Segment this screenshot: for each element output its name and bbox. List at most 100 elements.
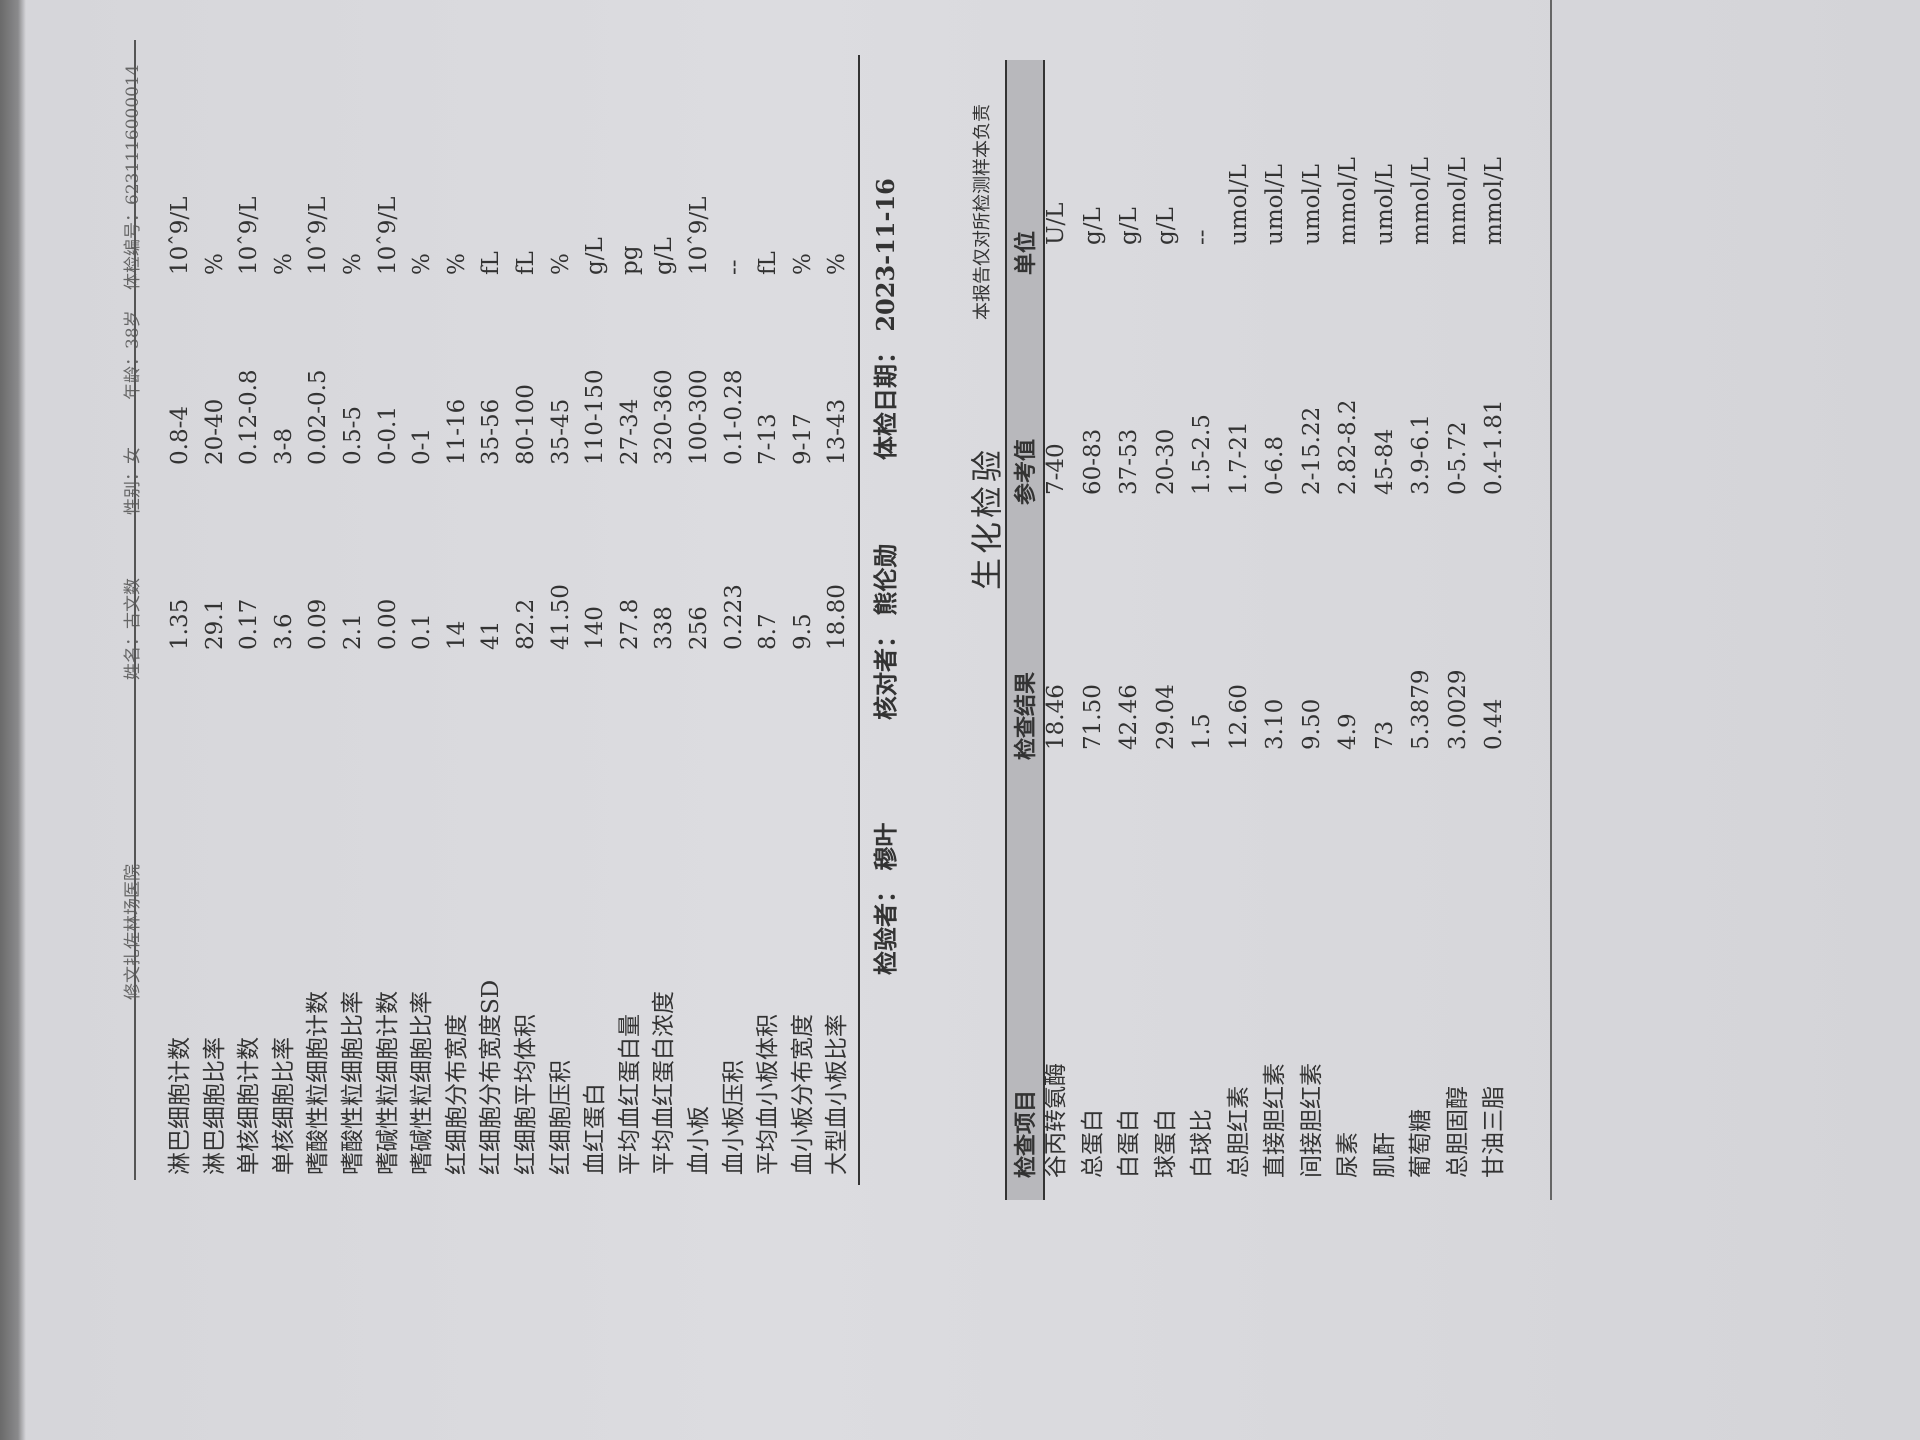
reference-range: 35-56 (478, 398, 505, 465)
result-value: 0.223 (720, 584, 747, 650)
unit: g/L (1152, 207, 1179, 245)
exam-number: 体检编号：6231116000014 (123, 64, 143, 290)
result-value: 8.7 (755, 613, 782, 650)
item-name: 大型血小板比率 (824, 1014, 851, 1175)
unit: % (340, 253, 366, 275)
unit: mmol/L (1444, 157, 1471, 245)
item-name: 总胆固醇 (1444, 1086, 1471, 1178)
unit: 10ˆ9/L (374, 196, 401, 275)
item-name: 淋巴细胞计数 (167, 1037, 193, 1175)
item-name: 白蛋白 (1116, 1109, 1142, 1178)
reference-range: 20-40 (201, 398, 228, 465)
column-header: 参考值 (1013, 438, 1039, 505)
result-value: 5.3879 (1408, 669, 1434, 750)
result-value: 18.80 (824, 584, 851, 650)
column-header: 检查项目 (1013, 1089, 1039, 1178)
unit: mmol/L (1481, 157, 1507, 245)
reference-range: 0-5.72 (1444, 421, 1471, 495)
reference-range: 0-0.1 (374, 406, 401, 465)
unit: fL (478, 251, 505, 275)
result-value: 4.9 (1335, 713, 1361, 750)
result-value: 71.50 (1079, 684, 1106, 750)
bottom-divider (1550, 0, 1552, 1200)
hospital-name: 修文扎佐林场医院 (123, 864, 143, 1000)
unit: fL (513, 251, 539, 275)
result-value: 9.5 (789, 613, 816, 650)
reference-range: 1.7-21 (1225, 421, 1252, 495)
result-value: 140 (582, 606, 609, 650)
result-value: 338 (651, 606, 678, 650)
reference-range: 0-6.8 (1262, 436, 1288, 495)
item-name: 血小板分布宽度 (789, 1014, 816, 1175)
reference-range: 0.12-0.8 (236, 369, 263, 465)
unit: g/L (1079, 207, 1106, 245)
result-value: 42.46 (1116, 684, 1142, 750)
result-value: 2.1 (340, 613, 366, 650)
reference-range: 3-8 (270, 427, 297, 465)
reference-range: 0.5-5 (340, 406, 366, 465)
reference-range: 27-34 (616, 398, 643, 465)
patient-name: 姓名：古文数 (123, 578, 143, 680)
result-value: 73 (1371, 720, 1398, 750)
result-value: 3.10 (1262, 698, 1288, 750)
reference-range: 9-17 (789, 413, 816, 465)
item-name: 红细胞压积 (547, 1060, 574, 1175)
item-name: 嗜酸性粒细胞计数 (305, 991, 332, 1175)
reference-range: 110-150 (582, 369, 609, 465)
unit: umol/L (1225, 164, 1252, 245)
reference-range: 7-13 (755, 413, 782, 465)
tester: 检验者： 穆叶 (871, 822, 900, 975)
unit: 10ˆ9/L (236, 196, 263, 275)
item-name: 间接胆红素 (1298, 1063, 1325, 1178)
result-value: 256 (686, 606, 712, 650)
item-name: 红细胞分布宽度 (443, 1014, 470, 1175)
patient-sex: 性别：女 (123, 447, 143, 515)
result-value: 3.0029 (1444, 669, 1471, 750)
reference-range: 13-43 (824, 398, 851, 465)
item-name: 嗜酸性粒细胞比率 (340, 991, 366, 1175)
unit: -- (720, 259, 747, 275)
unit: umol/L (1262, 164, 1288, 245)
item-name: 尿素 (1335, 1132, 1361, 1178)
result-value: 41 (478, 620, 505, 650)
unit: -- (1189, 229, 1215, 245)
result-value: 0.00 (374, 598, 401, 650)
result-value: 0.1 (409, 613, 436, 650)
reference-range: 11-16 (443, 398, 470, 465)
unit: umol/L (1298, 164, 1325, 245)
reference-range: 2-15.22 (1298, 406, 1325, 495)
item-name: 血小板 (686, 1106, 712, 1175)
unit: mmol/L (1408, 157, 1434, 245)
reference-range: 37-53 (1116, 428, 1142, 495)
item-name: 平均血红蛋白量 (616, 1014, 643, 1175)
item-name: 单核细胞计数 (236, 1037, 263, 1175)
result-value: 41.50 (547, 584, 574, 650)
reference-range: 320-360 (651, 369, 678, 465)
item-name: 谷丙转氨酶 (1043, 1063, 1069, 1178)
reference-range: 0.8-4 (167, 406, 193, 465)
checker: 核对者： 熊伦勋 (871, 543, 900, 720)
result-value: 27.8 (616, 598, 643, 650)
unit: % (443, 253, 470, 275)
unit: g/L (651, 237, 678, 275)
reference-range: 0.02-0.5 (305, 369, 332, 465)
unit: g/L (1116, 207, 1142, 245)
result-value: 9.50 (1298, 698, 1325, 750)
item-name: 球蛋白 (1152, 1109, 1179, 1178)
reference-range: 0-1 (409, 427, 436, 465)
signature-divider (858, 55, 860, 1185)
unit: g/L (582, 237, 609, 275)
result-value: 29.1 (201, 598, 228, 650)
reference-range: 2.82-8.2 (1335, 399, 1361, 495)
result-value: 0.17 (236, 598, 263, 650)
item-name: 嗜碱性粒细胞比率 (409, 991, 436, 1175)
reference-range: 80-100 (513, 384, 539, 465)
unit: pg (616, 245, 643, 275)
item-name: 血小板压积 (720, 1060, 747, 1175)
result-value: 3.6 (270, 613, 297, 650)
reference-range: 1.5-2.5 (1189, 414, 1215, 495)
result-value: 18.46 (1043, 684, 1069, 750)
column-header: 检查结果 (1013, 671, 1039, 760)
result-value: 1.5 (1189, 713, 1215, 750)
item-name: 淋巴细胞比率 (201, 1037, 228, 1175)
